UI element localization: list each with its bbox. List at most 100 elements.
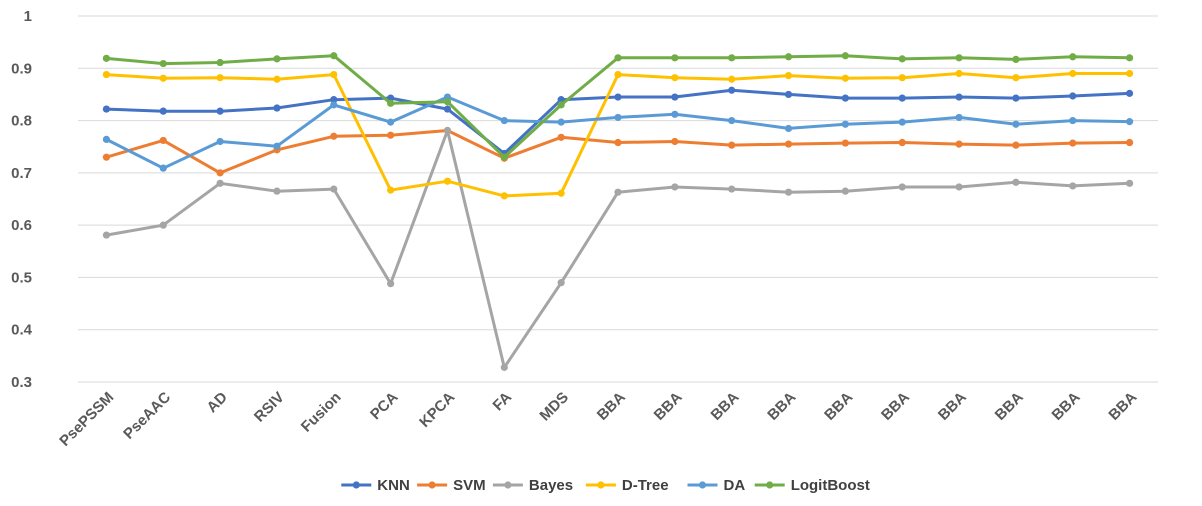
data-point — [159, 107, 167, 115]
y-tick-label: 0.7 — [11, 165, 32, 182]
data-point — [671, 110, 679, 118]
series-da — [102, 93, 1134, 172]
data-point — [784, 140, 793, 148]
data-point — [784, 72, 793, 80]
legend-item: LogitBoost — [754, 477, 870, 494]
data-point — [387, 131, 395, 139]
data-point — [557, 101, 565, 109]
data-point — [216, 107, 224, 115]
data-point — [841, 52, 849, 60]
y-tick-label: 1 — [24, 8, 32, 25]
x-tick-label: BBA — [1105, 389, 1140, 424]
data-point — [841, 187, 849, 195]
data-point — [1125, 118, 1134, 126]
data-point — [443, 105, 452, 113]
data-point — [728, 75, 736, 83]
data-point — [102, 70, 111, 79]
legend-swatch-marker — [698, 481, 707, 489]
data-point — [898, 74, 906, 82]
data-point — [1125, 69, 1134, 78]
y-tick-label: 0.3 — [11, 374, 32, 391]
legend-item: D-Tree — [585, 477, 669, 494]
x-tick-label: BBA — [935, 389, 970, 424]
data-point — [671, 137, 679, 146]
legend-label: LogitBoost — [791, 477, 870, 494]
data-point — [500, 192, 508, 200]
data-point — [159, 221, 167, 229]
data-point — [443, 177, 452, 185]
x-tick-label: BBA — [821, 389, 856, 424]
x-tick-label: BBA — [1049, 389, 1084, 424]
series-line — [104, 129, 1132, 369]
data-point — [728, 116, 736, 125]
data-point — [216, 169, 224, 177]
x-tick-label: PCA — [367, 389, 402, 424]
x-tick-label: PsePSSM — [56, 389, 117, 450]
data-point — [387, 118, 395, 126]
data-point — [330, 96, 338, 104]
x-tick-label: RSIV — [251, 389, 288, 426]
x-tick-label: PseAAC — [120, 389, 174, 443]
data-point — [159, 164, 167, 172]
data-point — [330, 101, 338, 109]
data-point — [784, 188, 793, 196]
data-point — [614, 188, 622, 196]
data-point — [671, 183, 679, 191]
data-point — [728, 185, 736, 193]
data-point — [273, 104, 281, 112]
series-bayes — [102, 126, 1134, 371]
data-point — [784, 124, 793, 133]
series-lines — [102, 52, 1134, 371]
legend-item: DA — [687, 477, 745, 494]
data-point — [614, 54, 622, 62]
x-tick-label: BBA — [992, 389, 1027, 424]
x-tick-label: BBA — [764, 389, 799, 424]
data-point — [955, 69, 963, 78]
y-axis-tick-labels: 0.3 0.4 0.5 0.6 0.7 0.8 0.9 1 — [11, 8, 33, 391]
legend-swatch-marker — [766, 481, 774, 489]
data-point — [784, 53, 793, 61]
x-tick-label: BBA — [594, 389, 629, 424]
x-tick-label: BBA — [651, 389, 686, 424]
data-point — [841, 139, 849, 147]
x-axis-tick-labels: PsePSSM PseAAC AD RSIV Fusion PCA KPCA FA MDS BBA… — [56, 389, 1140, 450]
data-point — [102, 153, 111, 161]
legend-label: D-Tree — [622, 477, 669, 494]
data-point — [216, 74, 224, 82]
data-point — [330, 52, 338, 60]
data-point — [443, 126, 452, 135]
data-point — [614, 93, 622, 101]
data-point — [955, 140, 963, 148]
data-point — [330, 132, 338, 140]
data-point — [1012, 178, 1020, 186]
data-point — [273, 142, 281, 150]
data-point — [1012, 141, 1020, 149]
data-point — [330, 70, 338, 79]
data-point — [557, 279, 565, 287]
gridlines — [78, 15, 1158, 383]
x-tick-label: Fusion — [298, 389, 345, 436]
data-point — [273, 55, 281, 63]
data-point — [1069, 53, 1077, 61]
legend-swatch-marker — [504, 481, 512, 489]
data-point — [841, 120, 849, 128]
series-line — [104, 129, 1132, 175]
data-point — [614, 113, 622, 122]
legend-label: SVM — [453, 477, 486, 494]
data-point — [955, 183, 963, 191]
data-point — [955, 54, 963, 62]
y-tick-label: 0.4 — [11, 322, 33, 339]
data-point — [898, 138, 906, 147]
data-point — [273, 187, 281, 195]
data-point — [1125, 89, 1134, 97]
data-point — [728, 54, 736, 62]
data-point — [1012, 94, 1020, 102]
legend: KNN SVM Bayes D-Tree DA LogitBoost — [341, 477, 870, 494]
data-point — [330, 185, 338, 193]
series-d-tree — [102, 69, 1134, 200]
data-point — [387, 280, 395, 288]
data-point — [1012, 55, 1020, 63]
data-point — [159, 59, 167, 68]
data-point — [500, 153, 508, 161]
data-point — [955, 93, 963, 101]
